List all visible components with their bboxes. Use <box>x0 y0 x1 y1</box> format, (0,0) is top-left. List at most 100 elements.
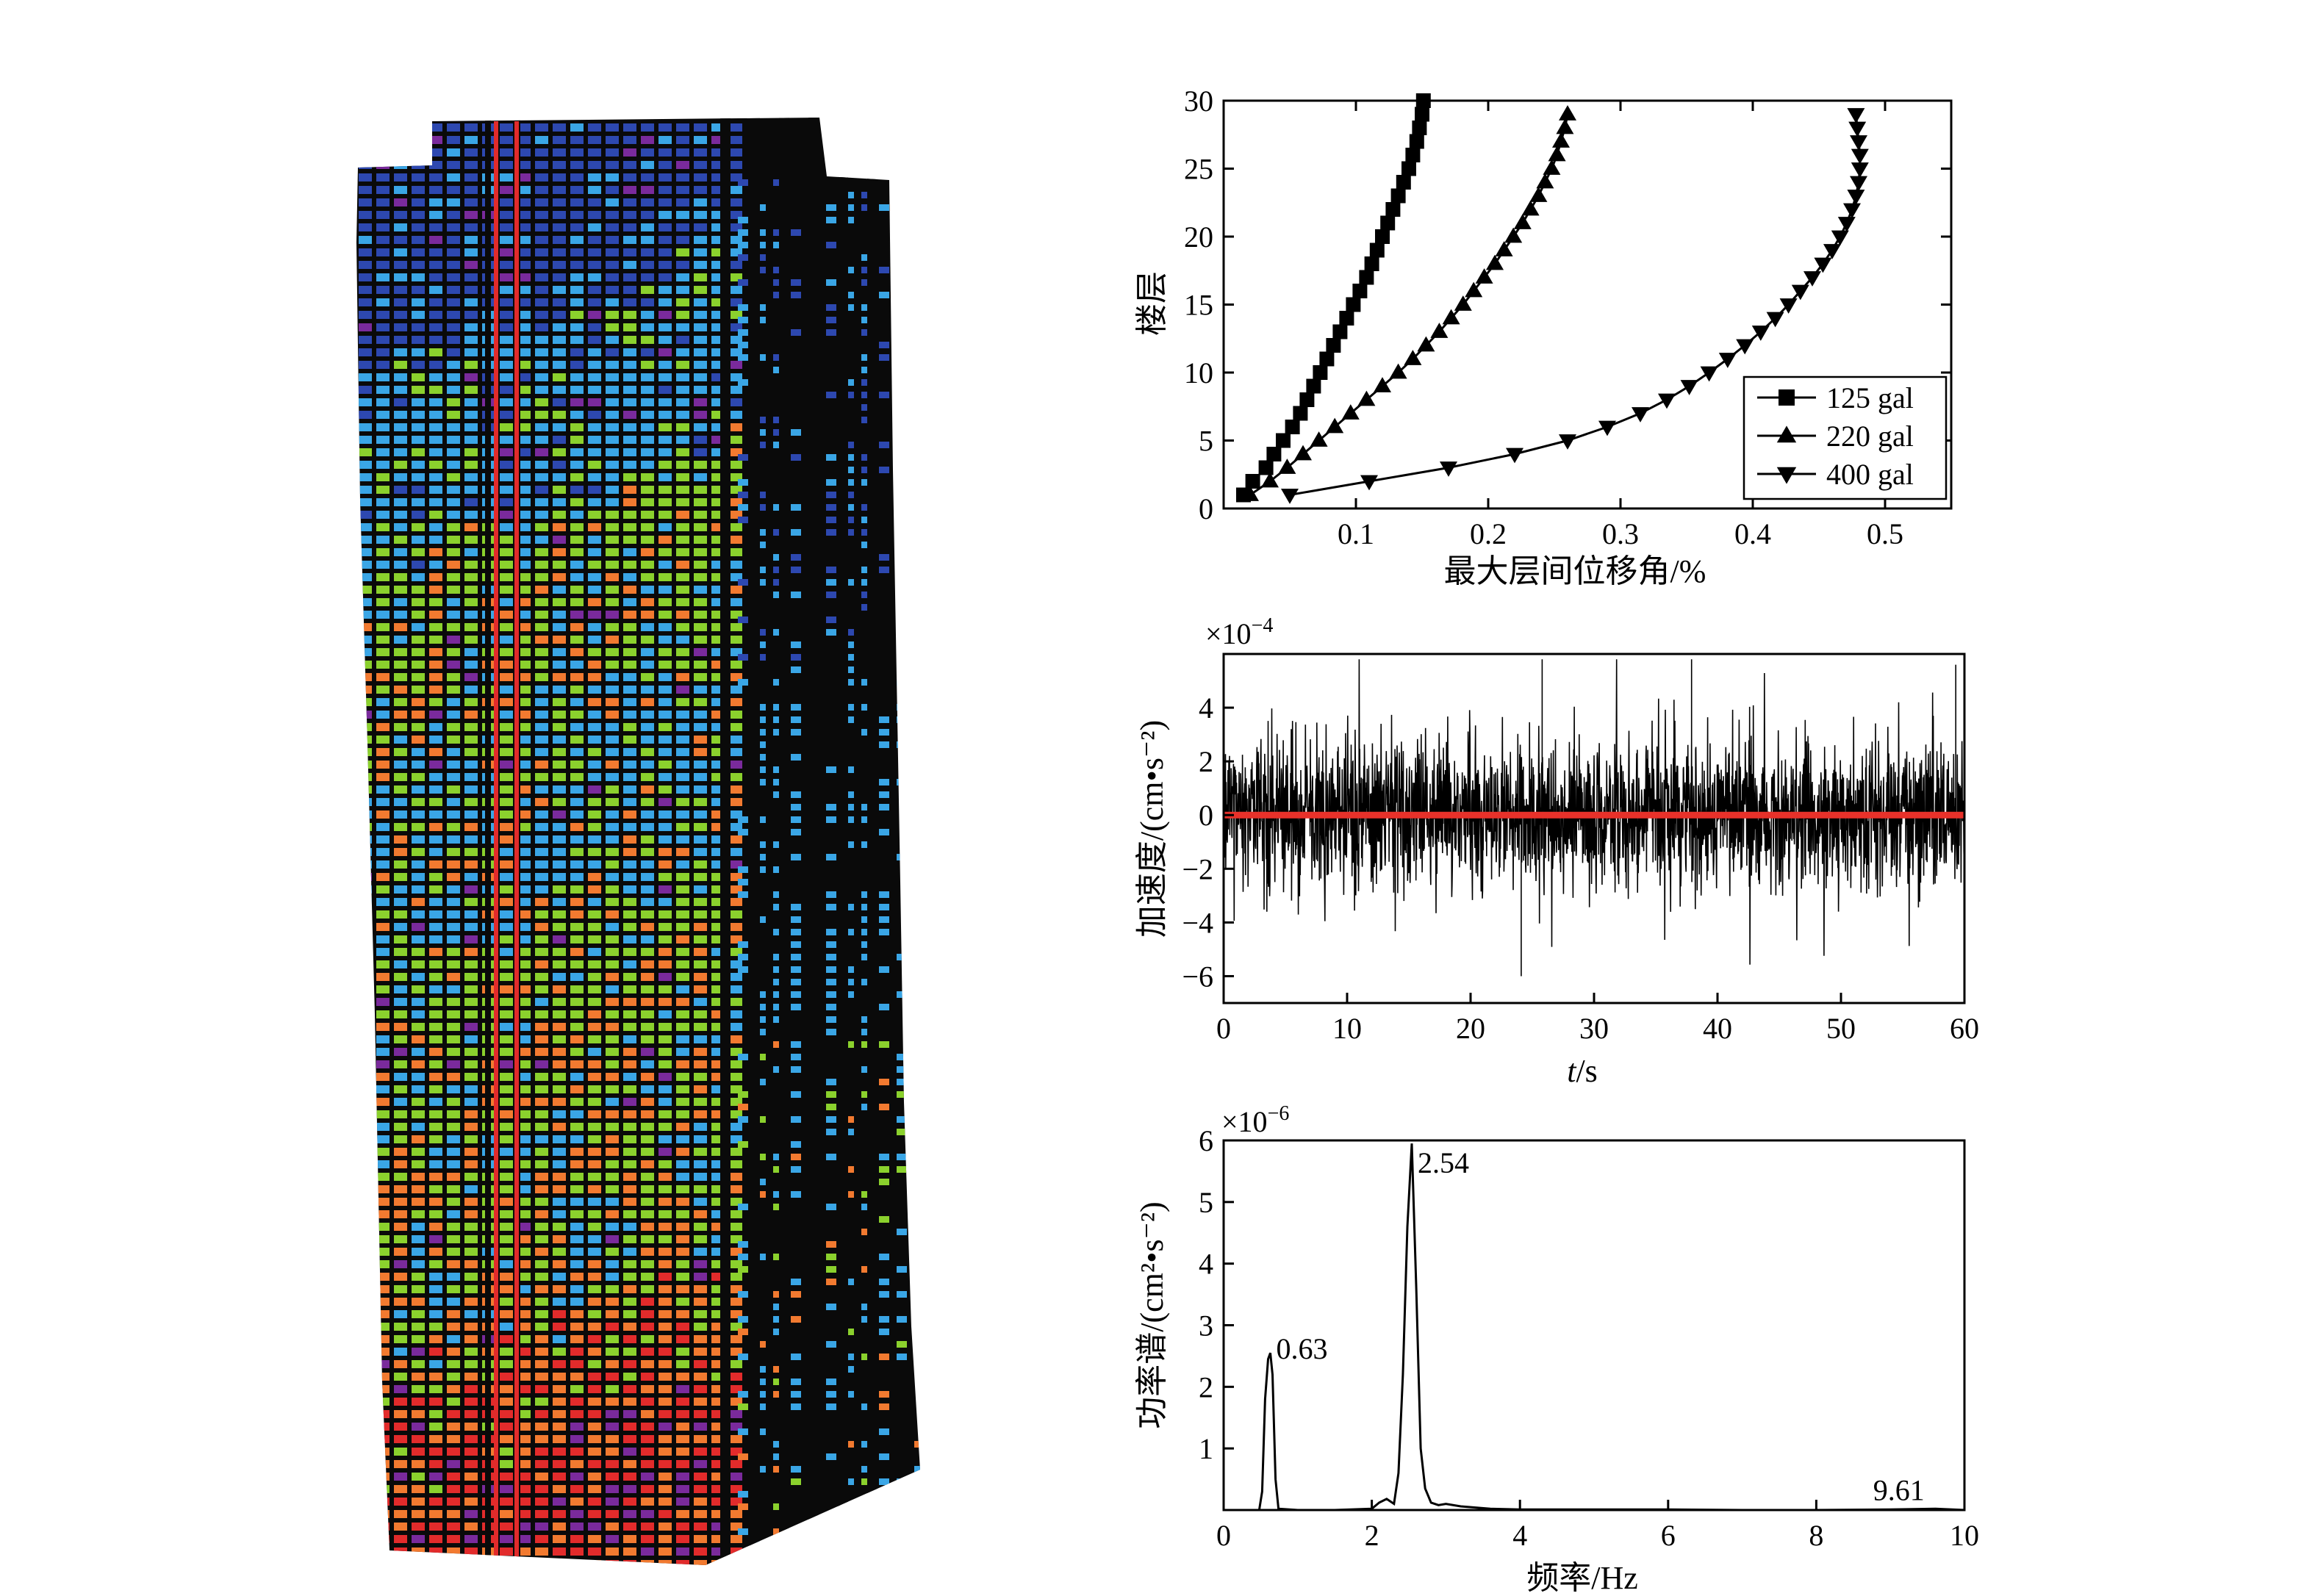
drift-data-point <box>1766 312 1784 328</box>
mesh-cell <box>500 161 513 169</box>
mesh-cell <box>826 1341 836 1348</box>
mesh-cell <box>729 1073 742 1081</box>
mesh-cell <box>676 1560 689 1565</box>
mesh-cell <box>464 823 478 831</box>
mesh-cell <box>376 411 390 419</box>
mesh-cell <box>535 736 548 744</box>
mesh-cell <box>826 904 836 910</box>
mesh-cell <box>623 1223 636 1231</box>
mesh-cell <box>729 1048 742 1056</box>
mesh-cell <box>412 1198 425 1206</box>
mesh-cell <box>588 473 601 481</box>
mesh-cell <box>535 1148 548 1156</box>
mesh-cell <box>897 1116 907 1123</box>
mesh-cell <box>826 1304 836 1310</box>
mesh-cell <box>694 1185 707 1193</box>
mesh-cell <box>588 873 601 881</box>
mesh-cell <box>464 923 478 931</box>
mesh-cell <box>658 398 672 406</box>
mesh-cell <box>641 723 654 731</box>
mesh-cell <box>412 298 425 306</box>
mesh-cell <box>729 623 742 631</box>
mesh-cell <box>394 998 407 1006</box>
mesh-cell <box>914 342 920 348</box>
mesh-cell <box>412 536 425 544</box>
mesh-cell <box>394 860 407 869</box>
mesh-cell <box>641 786 654 794</box>
mesh-cell <box>500 1073 513 1081</box>
mesh-cell <box>376 1323 390 1331</box>
mesh-cell <box>729 898 742 906</box>
mesh-cell <box>359 186 372 194</box>
mesh-cell <box>729 1223 742 1231</box>
mesh-cell <box>879 1166 889 1173</box>
mesh-cell <box>711 1010 725 1018</box>
mesh-cell <box>658 486 672 494</box>
mesh-cell <box>623 761 636 769</box>
mesh-cell <box>376 323 390 331</box>
mesh-cell <box>711 1410 725 1418</box>
mesh-cell <box>394 611 407 619</box>
mesh-cell <box>658 1010 672 1018</box>
mesh-cell <box>606 698 619 706</box>
mesh-cell <box>791 429 801 436</box>
mesh-cell <box>606 536 619 544</box>
mesh-cell <box>412 1360 425 1368</box>
mesh-cell <box>412 1310 425 1318</box>
drift-data-point <box>1261 472 1279 488</box>
mesh-cell <box>623 1335 636 1343</box>
mesh-cell <box>861 1016 872 1023</box>
mesh-cell <box>738 1241 748 1248</box>
mesh-cell <box>376 1360 390 1368</box>
mesh-cell <box>500 1210 513 1218</box>
mesh-cell <box>535 1373 548 1381</box>
mesh-cell <box>711 1498 725 1506</box>
mesh-cell <box>729 1548 742 1556</box>
mesh-cell <box>738 954 748 960</box>
mesh-cell <box>359 873 372 881</box>
mesh-cell <box>429 298 442 306</box>
mesh-cell <box>623 236 636 244</box>
mesh-cell <box>376 1098 390 1106</box>
mesh-cell <box>517 1123 531 1131</box>
mesh-cell <box>535 1123 548 1131</box>
mesh-cell <box>570 361 584 369</box>
mesh-cell <box>464 636 478 644</box>
mesh-cell <box>500 1360 513 1368</box>
mesh-cell <box>394 1035 407 1043</box>
mesh-cell <box>500 998 513 1006</box>
mesh-cell <box>694 148 707 157</box>
mesh-cell <box>641 1448 654 1456</box>
mesh-cell <box>623 273 636 281</box>
mesh-cell <box>641 211 654 219</box>
mesh-cell <box>623 1535 636 1543</box>
mesh-cell <box>658 1185 672 1193</box>
mesh-cell <box>553 1385 566 1393</box>
mesh-cell <box>517 885 531 894</box>
mesh-cell <box>658 923 672 931</box>
mesh-cell <box>861 579 872 586</box>
mesh-cell <box>623 573 636 581</box>
mesh-cell <box>729 1085 742 1093</box>
drift-data-point <box>1700 366 1718 382</box>
mesh-cell <box>570 1248 584 1256</box>
mesh-cell <box>588 636 601 644</box>
mesh-cell <box>676 248 689 256</box>
drift-data-point <box>1412 121 1427 135</box>
mesh-cell <box>553 736 566 744</box>
mesh-cell <box>641 1173 654 1181</box>
mesh-cell <box>359 1210 372 1218</box>
mesh-cell <box>376 348 390 356</box>
mesh-cell <box>694 336 707 344</box>
mesh-cell <box>376 186 390 194</box>
mesh-cell <box>844 529 854 536</box>
mesh-cell <box>394 448 407 456</box>
mesh-cell <box>658 1448 672 1456</box>
mesh-cell <box>623 910 636 919</box>
mesh-cell <box>517 1060 531 1068</box>
mesh-cell <box>464 473 478 481</box>
mesh-cell <box>676 673 689 681</box>
mesh-cell <box>606 1148 619 1156</box>
mesh-cell <box>394 1060 407 1068</box>
mesh-cell <box>500 1348 513 1356</box>
